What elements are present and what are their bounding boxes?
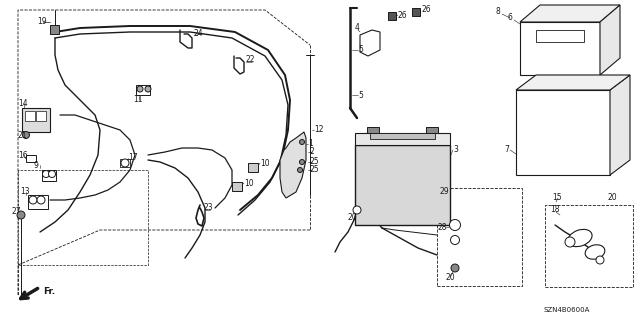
Text: 16: 16 <box>18 151 28 160</box>
Text: 4: 4 <box>355 24 360 33</box>
Bar <box>412 8 420 16</box>
Polygon shape <box>355 133 450 145</box>
Text: Fr.: Fr. <box>43 287 55 296</box>
Circle shape <box>22 131 29 138</box>
Bar <box>28 195 48 209</box>
Text: 9: 9 <box>34 160 39 169</box>
Circle shape <box>298 167 303 173</box>
Text: 6: 6 <box>508 13 513 23</box>
Bar <box>388 12 396 20</box>
Bar <box>232 182 242 191</box>
Circle shape <box>137 86 143 92</box>
Polygon shape <box>520 22 600 75</box>
Circle shape <box>29 196 37 204</box>
Text: 2: 2 <box>310 147 315 157</box>
Text: 10: 10 <box>244 179 253 188</box>
Circle shape <box>353 206 361 214</box>
Bar <box>426 127 438 133</box>
Bar <box>437 188 522 286</box>
Circle shape <box>145 86 151 92</box>
Text: 20: 20 <box>348 213 358 222</box>
Bar <box>120 159 130 167</box>
Text: SZN4B0600A: SZN4B0600A <box>544 307 590 313</box>
Circle shape <box>300 160 305 165</box>
Text: 27: 27 <box>11 207 20 217</box>
Polygon shape <box>600 5 620 75</box>
Text: 15: 15 <box>552 194 562 203</box>
Bar <box>370 133 435 139</box>
Bar <box>42 170 56 181</box>
Circle shape <box>451 235 460 244</box>
Text: 24: 24 <box>194 29 204 39</box>
Circle shape <box>451 264 459 272</box>
Bar <box>545 205 633 287</box>
Text: 7: 7 <box>504 145 509 154</box>
Text: 25: 25 <box>310 158 319 167</box>
Circle shape <box>300 139 305 145</box>
Text: 23: 23 <box>204 204 214 212</box>
Circle shape <box>449 219 461 231</box>
Circle shape <box>49 170 56 177</box>
Polygon shape <box>360 30 380 56</box>
Bar <box>36 111 46 121</box>
Bar <box>50 25 59 34</box>
Text: 3: 3 <box>453 145 458 154</box>
Ellipse shape <box>585 245 605 259</box>
Bar <box>367 127 379 133</box>
Text: 20: 20 <box>608 194 618 203</box>
Polygon shape <box>610 75 630 175</box>
Polygon shape <box>280 132 306 198</box>
Polygon shape <box>536 30 584 42</box>
Text: 5: 5 <box>358 91 363 100</box>
Text: 13: 13 <box>20 188 29 197</box>
Text: 8: 8 <box>496 8 500 17</box>
Text: 12: 12 <box>314 125 323 135</box>
Ellipse shape <box>568 229 592 247</box>
Text: 29: 29 <box>440 188 450 197</box>
Circle shape <box>565 237 575 247</box>
Text: 22: 22 <box>246 56 255 64</box>
Text: 26: 26 <box>422 5 431 14</box>
Polygon shape <box>516 75 630 90</box>
Text: 19: 19 <box>37 18 47 26</box>
Bar <box>26 155 36 162</box>
Circle shape <box>121 159 129 167</box>
Text: 20: 20 <box>445 273 454 283</box>
Text: 18: 18 <box>550 205 559 214</box>
Text: 10: 10 <box>260 159 269 167</box>
Text: 5: 5 <box>358 46 363 55</box>
Text: 17: 17 <box>128 153 138 162</box>
Bar <box>136 85 150 95</box>
Circle shape <box>17 211 25 219</box>
Text: 1: 1 <box>308 139 313 149</box>
Bar <box>22 108 50 132</box>
Polygon shape <box>520 5 620 22</box>
Polygon shape <box>516 90 610 175</box>
Circle shape <box>596 256 604 264</box>
Bar <box>25 111 35 121</box>
Text: 21: 21 <box>18 130 28 139</box>
Text: 14: 14 <box>18 99 28 108</box>
Text: 26: 26 <box>398 11 408 19</box>
Circle shape <box>42 170 49 177</box>
Bar <box>248 163 258 172</box>
Bar <box>355 145 450 225</box>
Text: 11: 11 <box>133 95 143 105</box>
Text: 28: 28 <box>438 224 447 233</box>
Text: 25: 25 <box>310 166 319 174</box>
Circle shape <box>37 196 45 204</box>
